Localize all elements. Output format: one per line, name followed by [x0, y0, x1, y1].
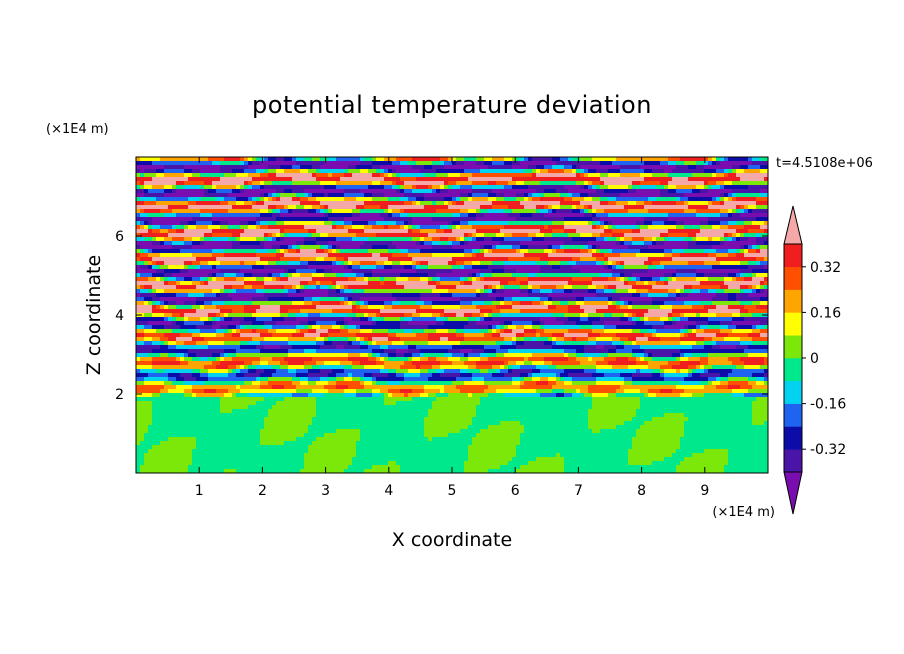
- x-tick-label: 8: [637, 483, 646, 499]
- x-tick-label: 3: [321, 483, 330, 499]
- colorbar-min-extension: [783, 471, 803, 515]
- colorbar-segment: [784, 449, 802, 473]
- x-tick-label: 1: [195, 483, 204, 499]
- colorbar-segment: [784, 244, 802, 268]
- colorbar-segment: [784, 426, 802, 450]
- x-tick-label: 7: [574, 483, 583, 499]
- colorbar-segment: [784, 335, 802, 359]
- chart-title: potential temperature deviation: [252, 91, 652, 119]
- time-label: t=4.5108e+06: [776, 156, 873, 171]
- x-tick-label: 4: [384, 483, 393, 499]
- colorbar-label: -0.16: [810, 397, 846, 413]
- y-tick-label: 6: [115, 229, 124, 245]
- colorbar-segment: [784, 266, 802, 290]
- colorbar-segment: [784, 289, 802, 313]
- colorbar-segment: [784, 403, 802, 427]
- x-tick-label: 9: [700, 483, 709, 499]
- y-unit-label: (×1E4 m): [46, 122, 109, 137]
- y-tick-label: 2: [115, 387, 124, 403]
- colorbar-label: 0: [810, 351, 819, 367]
- y-axis-label: Z coordinate: [83, 255, 105, 375]
- x-tick-label: 6: [511, 483, 520, 499]
- colorbar: 0.32 0.16 0 -0.16 -0.32: [783, 205, 846, 515]
- colorbar-label: 0.16: [810, 305, 841, 321]
- colorbar-segment: [784, 380, 802, 404]
- x-tick-label: 5: [448, 483, 457, 499]
- y-tick-label: 4: [115, 308, 124, 324]
- x-axis-label: X coordinate: [392, 529, 512, 551]
- colorbar-label: 0.32: [810, 260, 841, 276]
- x-unit-label: (×1E4 m): [712, 505, 775, 520]
- y-axis-ticks: 2 4 6: [115, 229, 768, 403]
- contour-field: [136, 157, 768, 473]
- x-axis-ticks: 1 2 3 4 5 6 7 8 9: [195, 157, 709, 499]
- colorbar-max-extension: [783, 205, 803, 245]
- colorbar-label: -0.32: [810, 442, 846, 458]
- x-tick-label: 2: [258, 483, 267, 499]
- colorbar-segment: [784, 358, 802, 382]
- colorbar-segment: [784, 312, 802, 336]
